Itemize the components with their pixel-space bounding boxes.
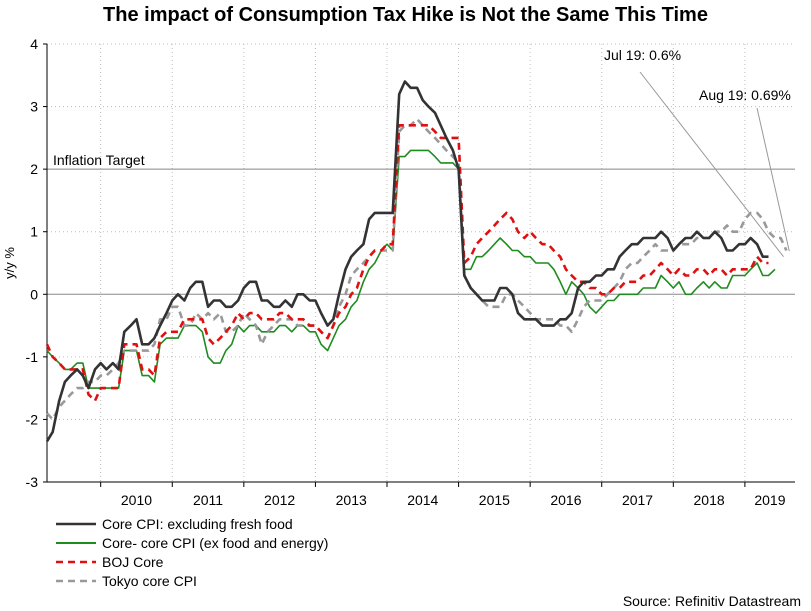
y-tick-label: 2 xyxy=(30,161,38,177)
x-tick-label: 2016 xyxy=(550,492,581,508)
series-tokyo-core-cpi xyxy=(46,117,788,421)
reference-lines: Inflation Target xyxy=(47,152,795,295)
chart-title: The impact of Consumption Tax Hike is No… xyxy=(103,4,708,26)
series-boj-core xyxy=(45,124,769,403)
x-tick-label: 2013 xyxy=(336,492,367,508)
annotation-label: Jul 19: 0.6% xyxy=(604,47,681,63)
legend-label: Core- core CPI (ex food and energy) xyxy=(102,534,329,551)
y-axis-label: y/y % xyxy=(2,247,17,279)
grid xyxy=(47,43,795,482)
y-tick-label: 4 xyxy=(30,36,38,52)
series-core-core-cpi xyxy=(46,149,776,389)
x-tick-label: 2011 xyxy=(193,492,223,508)
annotation-leader xyxy=(756,107,790,252)
annotation-label: Aug 19: 0.69% xyxy=(699,87,791,103)
inflation-target-label: Inflation Target xyxy=(53,152,145,168)
y-tick-label: 1 xyxy=(30,224,38,240)
y-tick-label: 0 xyxy=(30,286,38,302)
y-tick-label: -1 xyxy=(26,349,39,365)
legend-item: Core CPI: excluding fresh food xyxy=(56,514,328,533)
annotation-leader xyxy=(639,71,784,258)
legend-label: Tokyo core CPI xyxy=(102,572,197,589)
legend-swatch-boj-core xyxy=(56,560,96,563)
legend-swatch-core-cpi xyxy=(56,522,96,525)
legend-label: Core CPI: excluding fresh food xyxy=(102,515,293,532)
y-tick-label: -3 xyxy=(26,474,39,490)
y-tick-label: -2 xyxy=(26,411,39,427)
legend-swatch-tokyo-core xyxy=(56,579,96,582)
series-core-cpi xyxy=(45,80,769,442)
x-tick-label: 2014 xyxy=(407,492,438,508)
x-tick-label: 2017 xyxy=(622,492,653,508)
legend: Core CPI: excluding fresh food Core- cor… xyxy=(56,514,328,590)
legend-item: Core- core CPI (ex food and energy) xyxy=(56,533,328,552)
x-tick-label: 2018 xyxy=(694,492,725,508)
x-tick-label: 2015 xyxy=(479,492,510,508)
series xyxy=(45,80,788,442)
annotations: Jul 19: 0.6% Aug 19: 0.69% xyxy=(604,47,791,258)
y-tick-label: 3 xyxy=(30,99,38,115)
legend-label: BOJ Core xyxy=(102,553,164,570)
legend-item: BOJ Core xyxy=(56,552,328,571)
x-tick-label: 2012 xyxy=(264,492,295,508)
x-tick-label: 2019 xyxy=(754,492,785,508)
x-tick-label: 2010 xyxy=(121,492,152,508)
source-note: Source: Refinitiv Datastream xyxy=(622,593,801,609)
legend-item: Tokyo core CPI xyxy=(56,571,328,590)
legend-swatch-core-core-cpi xyxy=(56,541,96,544)
axes: -3 -2 -1 0 1 2 3 4 2010 2011 2012 2013 2014 2015 2016 2… xyxy=(26,36,795,508)
